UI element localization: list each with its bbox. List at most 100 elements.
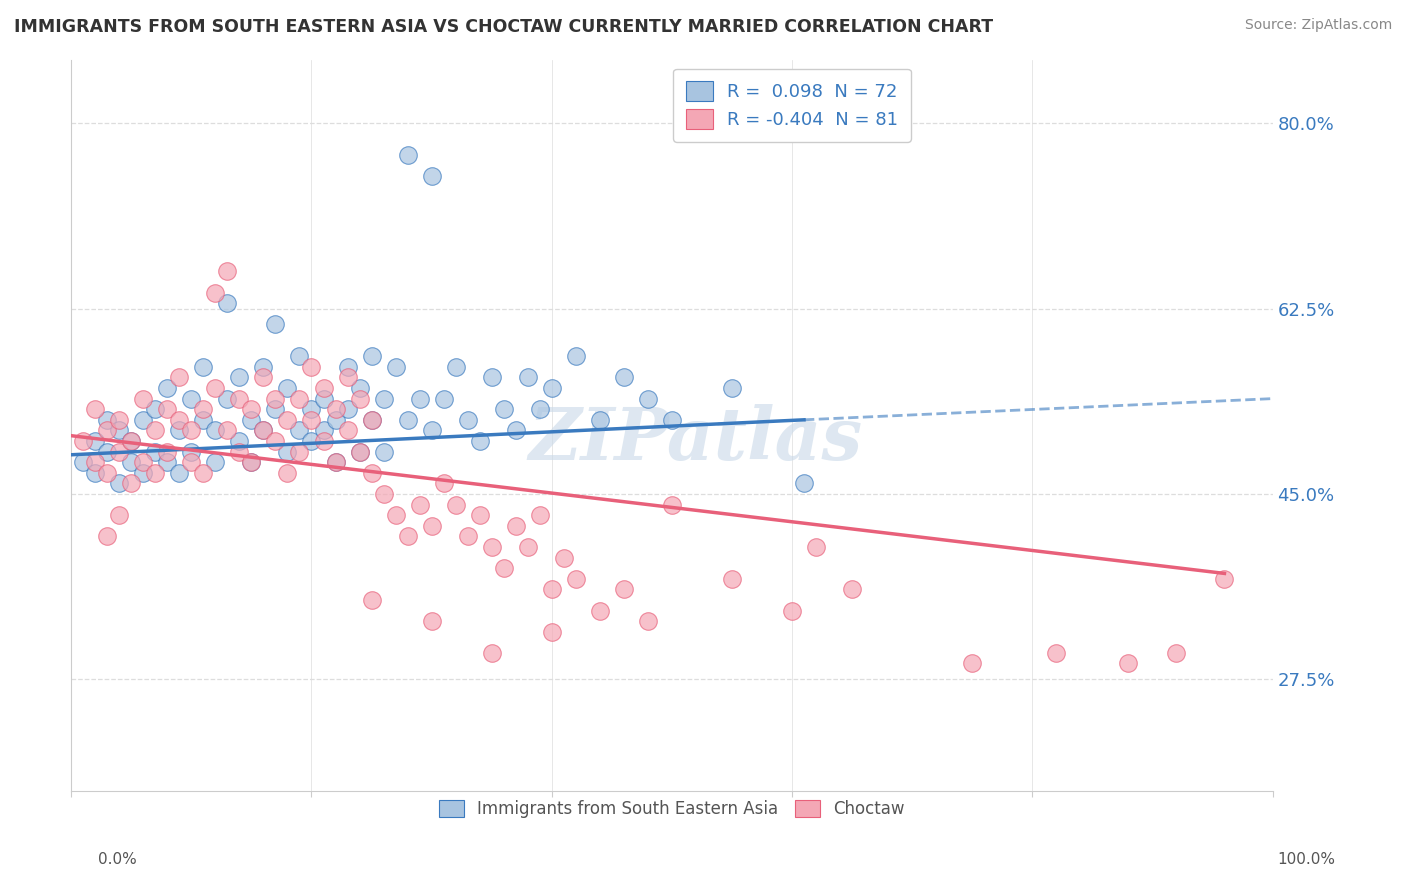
Point <box>228 444 250 458</box>
Point <box>204 285 226 300</box>
Point <box>288 424 311 438</box>
Point <box>721 572 744 586</box>
Point <box>444 359 467 374</box>
Point <box>288 392 311 406</box>
Point <box>96 444 118 458</box>
Point <box>444 498 467 512</box>
Point <box>360 413 382 427</box>
Point <box>396 148 419 162</box>
Point <box>312 434 335 448</box>
Point <box>325 455 347 469</box>
Point <box>325 413 347 427</box>
Point <box>96 529 118 543</box>
Point <box>613 582 636 597</box>
Point <box>540 582 562 597</box>
Point <box>193 466 215 480</box>
Point <box>193 359 215 374</box>
Point <box>373 487 395 501</box>
Point <box>217 424 239 438</box>
Point <box>492 402 515 417</box>
Point <box>457 529 479 543</box>
Point <box>143 466 166 480</box>
Point <box>360 349 382 363</box>
Point <box>336 359 359 374</box>
Point <box>408 392 430 406</box>
Point <box>204 455 226 469</box>
Point <box>240 455 263 469</box>
Point <box>1118 657 1140 671</box>
Text: ZIPatlas: ZIPatlas <box>529 404 863 475</box>
Point <box>1213 572 1236 586</box>
Point <box>84 402 107 417</box>
Point <box>108 444 131 458</box>
Point <box>1166 646 1188 660</box>
Point <box>420 424 443 438</box>
Point <box>72 455 94 469</box>
Point <box>529 508 551 523</box>
Point <box>276 466 298 480</box>
Point <box>312 424 335 438</box>
Point <box>301 413 323 427</box>
Point <box>420 518 443 533</box>
Point <box>217 392 239 406</box>
Point <box>96 466 118 480</box>
Point <box>457 413 479 427</box>
Point <box>553 550 575 565</box>
Point <box>84 434 107 448</box>
Point <box>217 296 239 310</box>
Point <box>120 434 142 448</box>
Point <box>180 444 202 458</box>
Text: 100.0%: 100.0% <box>1278 852 1336 867</box>
Point <box>505 424 527 438</box>
Point <box>143 444 166 458</box>
Point <box>373 444 395 458</box>
Point <box>240 402 263 417</box>
Point <box>288 444 311 458</box>
Point <box>156 381 179 395</box>
Point <box>264 402 287 417</box>
Point <box>228 392 250 406</box>
Text: Source: ZipAtlas.com: Source: ZipAtlas.com <box>1244 18 1392 32</box>
Point <box>252 359 274 374</box>
Point <box>180 455 202 469</box>
Point <box>301 434 323 448</box>
Point <box>132 455 155 469</box>
Point <box>228 434 250 448</box>
Point <box>143 424 166 438</box>
Point <box>420 169 443 183</box>
Point <box>481 370 503 384</box>
Point <box>169 370 191 384</box>
Point <box>384 508 406 523</box>
Point <box>373 392 395 406</box>
Point <box>468 434 491 448</box>
Point <box>204 424 226 438</box>
Point <box>180 424 202 438</box>
Point <box>793 476 815 491</box>
Point <box>169 424 191 438</box>
Point <box>960 657 983 671</box>
Point <box>481 646 503 660</box>
Point <box>156 444 179 458</box>
Point <box>349 392 371 406</box>
Point <box>433 476 456 491</box>
Point <box>108 476 131 491</box>
Point <box>420 614 443 628</box>
Point <box>193 413 215 427</box>
Point <box>288 349 311 363</box>
Point <box>84 466 107 480</box>
Point <box>301 359 323 374</box>
Point <box>204 381 226 395</box>
Point <box>264 434 287 448</box>
Point <box>132 392 155 406</box>
Point <box>613 370 636 384</box>
Point <box>1045 646 1067 660</box>
Point <box>516 370 538 384</box>
Point <box>312 392 335 406</box>
Point <box>589 603 612 617</box>
Point <box>780 603 803 617</box>
Point <box>84 455 107 469</box>
Point <box>252 424 274 438</box>
Point <box>841 582 863 597</box>
Point <box>132 413 155 427</box>
Point <box>169 413 191 427</box>
